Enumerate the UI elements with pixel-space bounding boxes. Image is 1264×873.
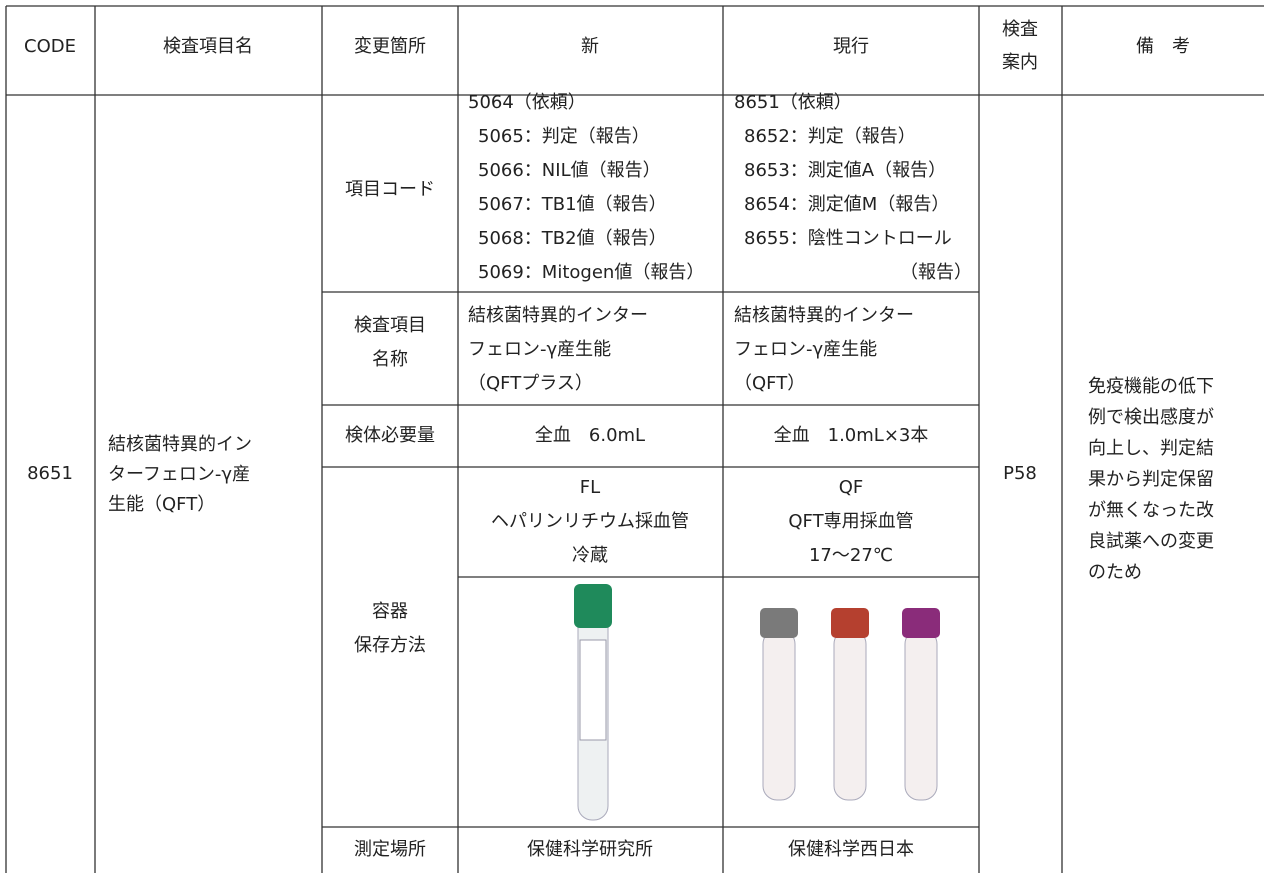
remarks: 免疫機能の低下: [1088, 376, 1214, 397]
current-value: （報告）: [900, 262, 972, 283]
new-value: 5066：NIL値（報告）: [478, 160, 661, 181]
header-cell: 検査項目名: [163, 36, 253, 57]
field-name: 測定場所: [354, 839, 426, 860]
item-name: 生能（QFT）: [108, 494, 215, 515]
header-cell: 備 考: [1136, 36, 1190, 57]
item-name: ターフェロン-γ産: [108, 464, 250, 485]
field-name: 検体必要量: [345, 425, 435, 446]
current-value: 8653：測定値A（報告）: [744, 160, 946, 181]
current-value: 保健科学西日本: [788, 839, 914, 860]
remarks: 例で検出感度が: [1088, 407, 1214, 428]
new-value: 5067：TB1値（報告）: [478, 194, 667, 215]
guide-page: P58: [1003, 463, 1037, 484]
code: 8651: [27, 463, 73, 484]
current-value: QF: [839, 477, 864, 498]
new-value: 5068：TB2値（報告）: [478, 228, 667, 249]
new-value: フェロン-γ産生能: [468, 339, 611, 360]
field-name: 容器: [372, 601, 408, 622]
new-value: 結核菌特異的インター: [468, 305, 648, 326]
current-value: 8652：判定（報告）: [744, 126, 916, 147]
current-value: 8654：測定値M（報告）: [744, 194, 949, 215]
new-value: 保健科学研究所: [527, 839, 653, 860]
new-value: 5064（依頼）: [468, 92, 586, 113]
remarks: のため: [1088, 562, 1142, 583]
field-name: 保存方法: [354, 635, 426, 656]
header-cell: 変更箇所: [354, 36, 426, 57]
new-value: 5065：判定（報告）: [478, 126, 650, 147]
current-value: QFT専用採血管: [788, 511, 913, 532]
table-grid: [5, 5, 1264, 873]
new-value: FL: [580, 477, 600, 498]
field-name: 名称: [372, 349, 408, 370]
new-value: （QFTプラス）: [468, 373, 593, 394]
header-cell: 検査: [1002, 19, 1038, 40]
current-value: 8655：陰性コントロール: [744, 228, 952, 249]
current-value: 全血 1.0mL×3本: [774, 425, 929, 446]
current-value: （QFT）: [734, 373, 805, 394]
tube-new: [574, 584, 612, 821]
remarks: が無くなった改: [1088, 500, 1214, 521]
current-value: フェロン-γ産生能: [734, 339, 877, 360]
field-name: 検査項目: [354, 315, 426, 336]
field-name: 項目コード: [345, 179, 435, 200]
remarks: 果から判定保留: [1088, 469, 1214, 490]
item-name: 結核菌特異的イン: [108, 434, 252, 455]
header-cell: 現行: [833, 36, 869, 57]
current-value: 結核菌特異的インター: [734, 305, 914, 326]
new-value: 全血 6.0mL: [535, 425, 645, 446]
remarks: 良試薬への変更: [1088, 531, 1214, 552]
remarks: 向上し、判定結: [1088, 438, 1214, 459]
new-value: 冷蔵: [572, 545, 608, 566]
new-value: ヘパリンリチウム採血管: [491, 511, 689, 532]
current-value: 17～27℃: [809, 545, 893, 566]
header-cell: CODE: [24, 36, 76, 57]
header-cell: 新: [581, 36, 599, 57]
current-value: 8651（依頼）: [734, 92, 852, 113]
tubes-current: [760, 608, 940, 801]
header-cell: 案内: [1002, 52, 1038, 73]
new-value: 5069：Mitogen値（報告）: [478, 262, 704, 283]
